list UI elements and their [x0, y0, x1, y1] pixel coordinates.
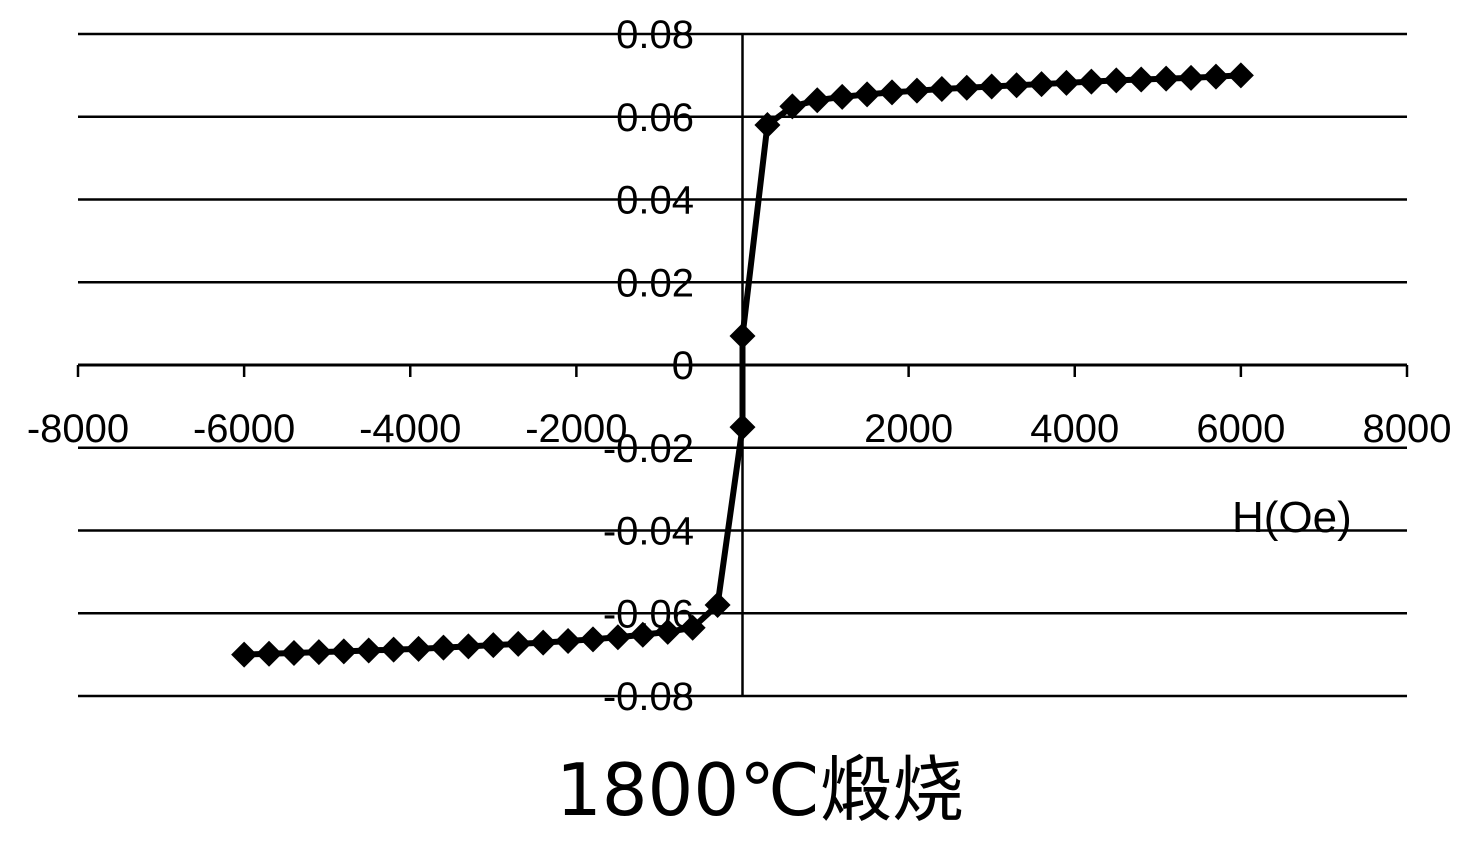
data-point-marker: [505, 630, 532, 657]
y-tick-label: -0.06: [603, 592, 694, 636]
data-point-marker: [405, 635, 432, 662]
data-point-marker: [480, 632, 507, 659]
data-point-marker: [231, 641, 258, 668]
x-tick-label: 2000: [864, 407, 953, 451]
y-tick-label: 0.02: [616, 261, 694, 305]
data-point-marker: [380, 636, 407, 663]
data-point-marker: [729, 323, 756, 350]
data-point-marker: [1178, 64, 1205, 91]
x-tick-label: -6000: [193, 407, 295, 451]
y-tick-label: 0.04: [616, 179, 694, 223]
data-point-marker: [1028, 71, 1055, 98]
data-point-marker: [978, 73, 1005, 100]
x-tick-label: -8000: [27, 407, 129, 451]
x-tick-label: 4000: [1030, 407, 1119, 451]
data-point-marker: [1078, 68, 1105, 95]
y-tick-label: 0.08: [616, 13, 694, 57]
y-tick-label: -0.08: [603, 675, 694, 719]
data-point-marker: [1103, 67, 1130, 94]
data-point-marker: [729, 414, 756, 441]
x-tick-label: -2000: [525, 407, 627, 451]
data-point-marker: [330, 638, 357, 665]
data-point-marker: [1003, 72, 1030, 99]
data-point-marker: [629, 621, 656, 648]
chart-caption: 1800℃煅烧: [556, 748, 964, 832]
data-point-marker: [654, 618, 681, 645]
data-point-marker: [280, 639, 307, 666]
data-point-marker: [1053, 69, 1080, 96]
data-point-marker: [1128, 66, 1155, 93]
data-point-marker: [305, 639, 332, 666]
y-tick-label: 0: [672, 344, 694, 388]
data-point-marker: [903, 77, 930, 104]
data-point-marker: [579, 626, 606, 653]
data-point-marker: [953, 74, 980, 101]
x-axis-title: H(Oe): [1232, 493, 1352, 542]
data-point-marker: [1202, 63, 1229, 90]
series-m-vs-h: [231, 62, 1254, 668]
y-tick-label: -0.02: [603, 427, 694, 471]
data-point-marker: [1227, 62, 1254, 89]
data-point-marker: [679, 614, 706, 641]
data-point-marker: [804, 87, 831, 114]
data-point-marker: [1153, 65, 1180, 92]
data-point-marker: [854, 81, 881, 108]
data-point-marker: [355, 637, 382, 664]
x-tick-label: 6000: [1196, 407, 1285, 451]
x-tick-label: -4000: [359, 407, 461, 451]
tick-labels: -8000 -6000 -4000 -2000 2000 4000 6000 8000 0.08…: [27, 13, 1452, 719]
data-point-marker: [430, 634, 457, 661]
data-point-marker: [704, 591, 731, 618]
data-point-marker: [555, 627, 582, 654]
data-point-marker: [928, 76, 955, 103]
y-tick-label: 0.06: [616, 96, 694, 140]
data-point-marker: [530, 629, 557, 656]
data-point-marker: [455, 633, 482, 660]
data-point-marker: [779, 93, 806, 120]
data-point-marker: [879, 79, 906, 106]
data-point-marker: [829, 83, 856, 110]
data-point-marker: [604, 624, 631, 651]
y-tick-label: -0.04: [603, 510, 694, 554]
data-point-marker: [754, 112, 781, 139]
data-point-marker: [256, 640, 283, 667]
x-tick-label: 8000: [1363, 407, 1452, 451]
